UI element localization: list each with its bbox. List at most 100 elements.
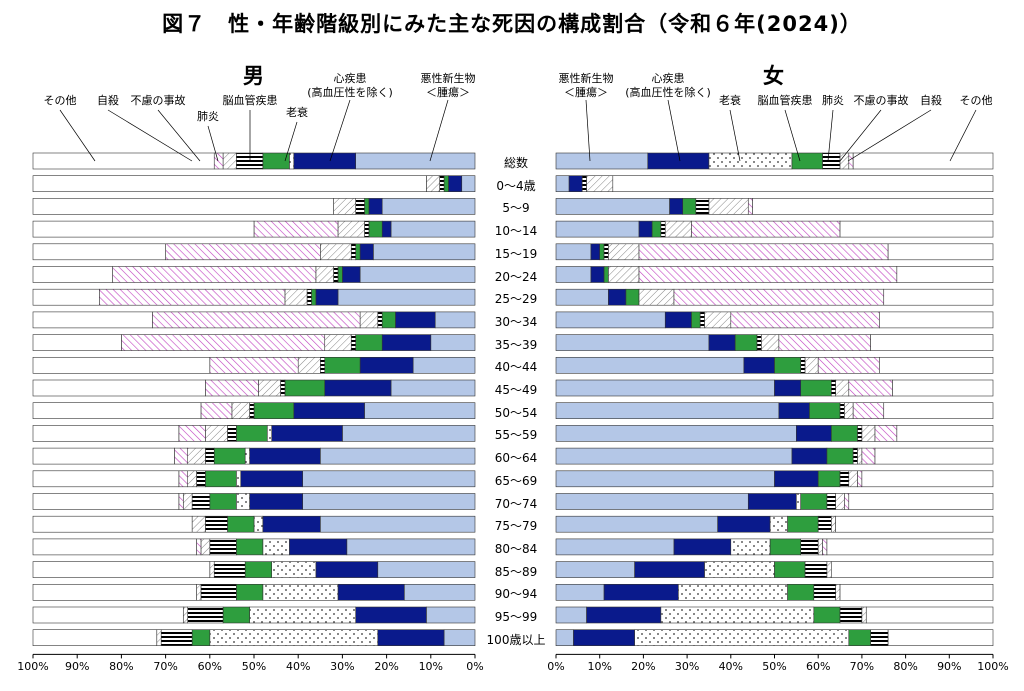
category-label: 50～54	[494, 405, 538, 420]
female-legend-leader-pneumonia	[827, 109, 834, 162]
male-bar-heart-20	[355, 606, 427, 624]
category-label: 65～69	[494, 473, 538, 488]
male-tick-label: 0%	[466, 660, 484, 674]
male-bar-cancer-9	[412, 356, 476, 374]
male-legend-heart: 心疾患 (高血圧性を除く)	[307, 72, 393, 99]
category-label: 30～34	[494, 314, 538, 329]
male-bar-cancer-8	[430, 334, 476, 351]
male-bar-cancer-12	[342, 425, 476, 442]
male-bar-other-7	[32, 311, 153, 329]
female-bar-accident-7	[704, 311, 732, 329]
female-tick-label: 80%	[893, 660, 918, 674]
male-bar-senility-13	[244, 447, 250, 465]
female-bar-accident-12	[861, 425, 876, 442]
female-legend-suicide: 自殺	[920, 94, 942, 107]
male-bar-other-15	[32, 493, 180, 510]
male-tick-label: 100%	[17, 660, 49, 674]
female-bar-suicide-8	[778, 334, 871, 351]
male-bar-cerebro-12	[236, 425, 268, 442]
male-bar-senility-18	[271, 561, 317, 578]
female-bar-suicide-0	[848, 152, 854, 170]
male-tick-label: 50%	[241, 660, 267, 674]
female-bar-accident-1	[586, 175, 614, 192]
male-bar-senility-21	[209, 629, 379, 647]
male-bar-pneumonia-19	[200, 583, 237, 601]
female-bar-accident-18	[826, 561, 832, 578]
male-bar-pneumonia-21	[160, 629, 193, 647]
female-bar-other-20	[865, 606, 994, 624]
female-bar-other-8	[870, 334, 994, 351]
female-bar-pneumonia-14	[839, 470, 850, 488]
female-bar-cancer-13	[555, 447, 793, 465]
male-bar-pneumonia-17	[209, 538, 237, 556]
male-bar-cancer-5	[359, 266, 476, 283]
female-bar-heart-19	[603, 583, 679, 601]
female-bar-other-13	[874, 447, 994, 465]
female-bar-accident-6	[638, 288, 675, 306]
male-bar-cancer-20	[426, 606, 476, 624]
female-bar-cancer-0	[555, 152, 649, 170]
male-bar-accident-12	[205, 425, 228, 442]
male-bar-accident-14	[187, 470, 197, 488]
male-bar-accident-21	[156, 629, 162, 647]
category-label: 80～84	[494, 541, 538, 556]
female-tick-label: 70%	[849, 660, 875, 674]
male-bar-pneumonia-2	[355, 198, 365, 215]
female-bar-cerebro-5	[603, 266, 609, 283]
female-tick-label: 100%	[977, 660, 1009, 674]
male-bar-heart-14	[240, 470, 303, 488]
male-bar-other-12	[32, 425, 180, 442]
female-bar-heart-9	[743, 356, 775, 374]
male-bar-accident-17	[200, 538, 211, 556]
female-legend-cancer: 悪性新生物 ＜腫瘍＞	[558, 72, 614, 99]
male-bar-cerebro-17	[236, 538, 264, 556]
female-bar-pneumonia-1	[581, 175, 587, 192]
female-bar-suicide-9	[817, 356, 880, 374]
female-bar-pneumonia-16	[817, 515, 832, 533]
female-bar-suicide-5	[638, 266, 898, 283]
female-bar-senility-16	[769, 515, 788, 533]
female-legend-leader-cancer	[585, 99, 591, 162]
female-bar-cancer-17	[555, 538, 675, 556]
female-bar-cerebro-17	[769, 538, 802, 556]
male-bar-cancer-11	[364, 402, 476, 420]
female-bar-pneumonia-20	[839, 606, 863, 624]
male-bar-pneumonia-1	[439, 175, 445, 192]
male-bar-accident-20	[182, 606, 188, 624]
category-label: 20～24	[494, 269, 538, 284]
category-label: 10～14	[494, 224, 538, 239]
male-bar-other-2	[32, 198, 334, 215]
male-bar-accident-5	[315, 266, 334, 283]
female-bar-pneumonia-10	[831, 379, 836, 397]
male-bar-pneumonia-11	[249, 402, 255, 420]
female-bar-accident-10	[835, 379, 850, 397]
female-bar-cancer-2	[555, 198, 670, 215]
female-bar-senility-0	[708, 152, 793, 170]
female-bar-pneumonia-8	[756, 334, 762, 351]
male-bar-senility-0	[289, 152, 295, 170]
female-bar-heart-3	[638, 220, 653, 238]
male-bar-heart-12	[271, 425, 343, 442]
category-label: 25～29	[494, 292, 538, 307]
female-bar-suicide-17	[822, 538, 828, 556]
female-bar-accident-20	[861, 606, 867, 624]
male-bar-accident-18	[209, 561, 215, 578]
male-bar-accident-3	[337, 220, 365, 238]
male-bar-other-0	[32, 152, 215, 170]
male-bar-heart-17	[289, 538, 348, 556]
male-bar-pneumonia-9	[319, 356, 326, 374]
male-bar-pneumonia-0	[236, 152, 264, 170]
female-legend-accident: 不慮の事故	[853, 94, 909, 107]
male-bar-accident-4	[319, 243, 352, 261]
male-bar-cerebro-18	[244, 561, 272, 578]
male-bar-heart-19	[337, 583, 405, 601]
female-bar-cerebro-21	[848, 629, 871, 647]
female-bar-heart-10	[774, 379, 802, 397]
male-bar-senility-19	[262, 583, 339, 601]
bars-layer	[32, 152, 994, 647]
category-label: 15～19	[494, 246, 538, 261]
female-bar-senility-18	[704, 561, 775, 578]
male-bar-other-1	[32, 175, 427, 192]
male-bar-cerebro-4	[355, 243, 361, 261]
female-bar-heart-17	[673, 538, 732, 556]
